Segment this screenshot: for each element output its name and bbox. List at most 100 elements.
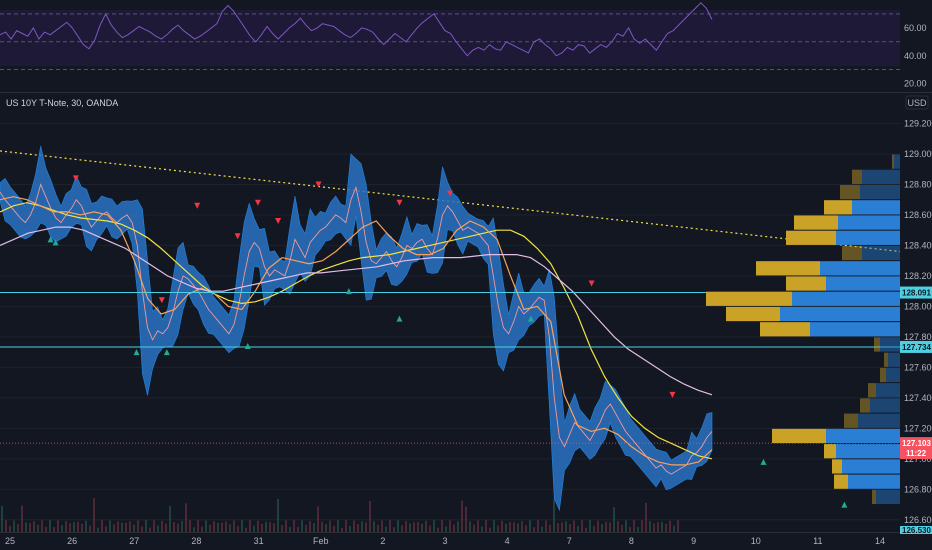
volume-bar [249,520,251,532]
volume-bar [173,522,175,532]
volume-bar [545,520,547,532]
volume-profile-left-bar [794,215,838,230]
volume-profile-right-bar [894,154,900,169]
volume-profile-right-bar [792,291,900,306]
volume-bar [541,526,543,532]
price-grid [0,122,900,521]
volume-profile-left-bar [852,169,862,184]
volume-bar [625,520,627,532]
volume-bar [185,503,187,532]
volume-bar [561,522,563,532]
volume-bar [557,522,559,532]
volume-bar [453,524,455,532]
time-tick-label: 9 [691,536,696,546]
volume-bar [445,526,447,532]
volume-bar [25,522,27,532]
volume-profile [706,154,900,505]
rsi-line [0,2,713,57]
volume-bar [389,520,391,532]
price-tick-label: 128.600 [904,210,932,220]
time-axis[interactable]: 25 26 27 28 31 Feb 2 3 4 7 8 9 10 11 14 [0,532,932,550]
volume-bar [257,520,259,532]
volume-bar [429,525,431,532]
volume-bar [645,503,647,532]
volume-profile-right-bar [848,474,900,489]
volume-bar [137,520,139,532]
signal-markers [47,175,848,508]
price-tick-label: 128.000 [904,301,932,311]
price-tick-label: 128.800 [904,179,932,189]
volume-bar [401,525,403,532]
volume-bar [141,526,143,532]
symbol-legend[interactable]: US 10Y T-Note, 30, OANDA [6,98,118,108]
volume-bar [425,520,427,532]
buy-signal-marker [396,315,403,322]
volume-bar [525,525,527,532]
volume-bar [189,520,191,532]
volume-bar [9,525,11,532]
volume-profile-left-bar [842,245,862,261]
sell-signal-marker [669,391,676,398]
volume-bar [153,520,155,532]
volume-bar [597,520,599,532]
buy-signal-marker [133,349,140,356]
volume-profile-right-bar [838,215,900,230]
currency-button[interactable]: USD [905,95,929,110]
level-tag-label: 127.734 [902,343,931,352]
volume-bar [265,521,267,532]
currency-label: USD [907,98,927,108]
volume-profile-left-bar [874,337,880,352]
volume-bar [485,520,487,532]
buy-signal-marker [244,343,251,350]
volume-profile-right-bar [820,261,900,276]
volume-bar [177,523,179,532]
buy-signal-marker [527,315,534,322]
volume-profile-right-bar [836,230,900,245]
volume-bar [437,527,439,532]
volume-bar [41,520,43,532]
volume-bar [533,527,535,532]
volume-bar [449,520,451,532]
sell-signal-marker [234,233,241,240]
volume-bar [49,520,51,532]
volume-bar [217,522,219,532]
volume-bar [229,524,231,532]
volume-profile-left-bar [824,444,836,459]
volume-bar [289,527,291,532]
volume-bar [157,525,159,532]
volume-bar [241,520,243,532]
volume-bar [509,521,511,532]
volume-bar [81,523,83,532]
price-tick-label: 129.200 [904,118,932,128]
volume-bar [305,524,307,532]
volume-bar [53,527,55,532]
dotted-trendline[interactable] [0,150,901,253]
price-axis[interactable]: 129.200 129.000 128.800 128.600 128.400 128.2… [904,118,932,524]
volume-bar [657,522,659,532]
volume-bar [285,520,287,532]
volume-bar [333,525,335,532]
volume-bar [457,521,459,532]
volume-bar [109,520,111,532]
moving-average-line-1 [0,202,713,460]
bottom-tag-label: 126.530 [902,526,931,535]
volume-bar [121,522,123,532]
volume-bar [125,522,127,532]
volume-bar [57,520,59,532]
volume-profile-right-bar [862,245,900,261]
volume-bar [605,521,607,532]
volume-bar [649,521,651,532]
volume-bar [349,526,351,532]
volume-bar [165,523,167,532]
volume-profile-right-bar [876,383,900,398]
time-tick-label: 27 [129,536,139,546]
volume-profile-right-bar [888,352,900,367]
volume-profile-left-bar [872,489,876,505]
time-tick-label: 3 [442,536,447,546]
buy-signal-marker [47,236,54,243]
time-tick-label: 25 [5,536,15,546]
sell-signal-marker [315,181,322,188]
volume-profile-left-bar [756,261,820,276]
price-tick-label: 126.800 [904,484,932,494]
